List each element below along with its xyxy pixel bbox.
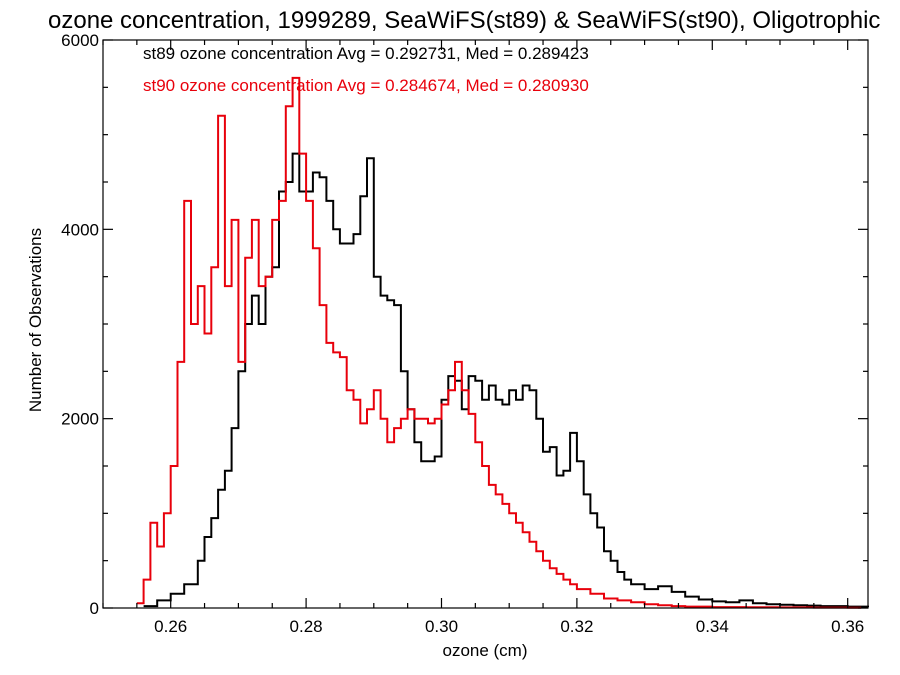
series-line-st89 (143, 152, 869, 608)
y-tick-label: 2000 (61, 410, 99, 429)
y-axis-label: Number of Observations (26, 228, 45, 412)
y-tick-label: 0 (90, 599, 99, 618)
plot-frame (102, 39, 869, 609)
chart-title: ozone concentration, 1999289, SeaWiFS(st… (48, 7, 880, 34)
legend: st89 ozone concentration Avg = 0.292731,… (143, 44, 589, 95)
y-tick-label: 4000 (61, 220, 99, 239)
y-tick-label: 6000 (61, 31, 99, 50)
x-tick-label: 0.30 (425, 617, 458, 636)
x-tick-label: 0.36 (831, 617, 864, 636)
legend-entry-st89: st89 ozone concentration Avg = 0.292731,… (143, 44, 589, 63)
legend-entry-st90: st90 ozone concentration Avg = 0.284674,… (143, 76, 589, 95)
x-axis-label: ozone (cm) (442, 641, 527, 660)
x-tick-label: 0.26 (154, 617, 187, 636)
x-tick-label: 0.28 (290, 617, 323, 636)
x-tick-label: 0.34 (696, 617, 729, 636)
series-layer (136, 76, 869, 609)
tick-layer: 0.26 0.28 0.30 0.32 0.34 0.36 0 2000 4000 6000 (61, 31, 868, 636)
series-line-st90 (136, 76, 862, 609)
x-tick-label: 0.32 (560, 617, 593, 636)
